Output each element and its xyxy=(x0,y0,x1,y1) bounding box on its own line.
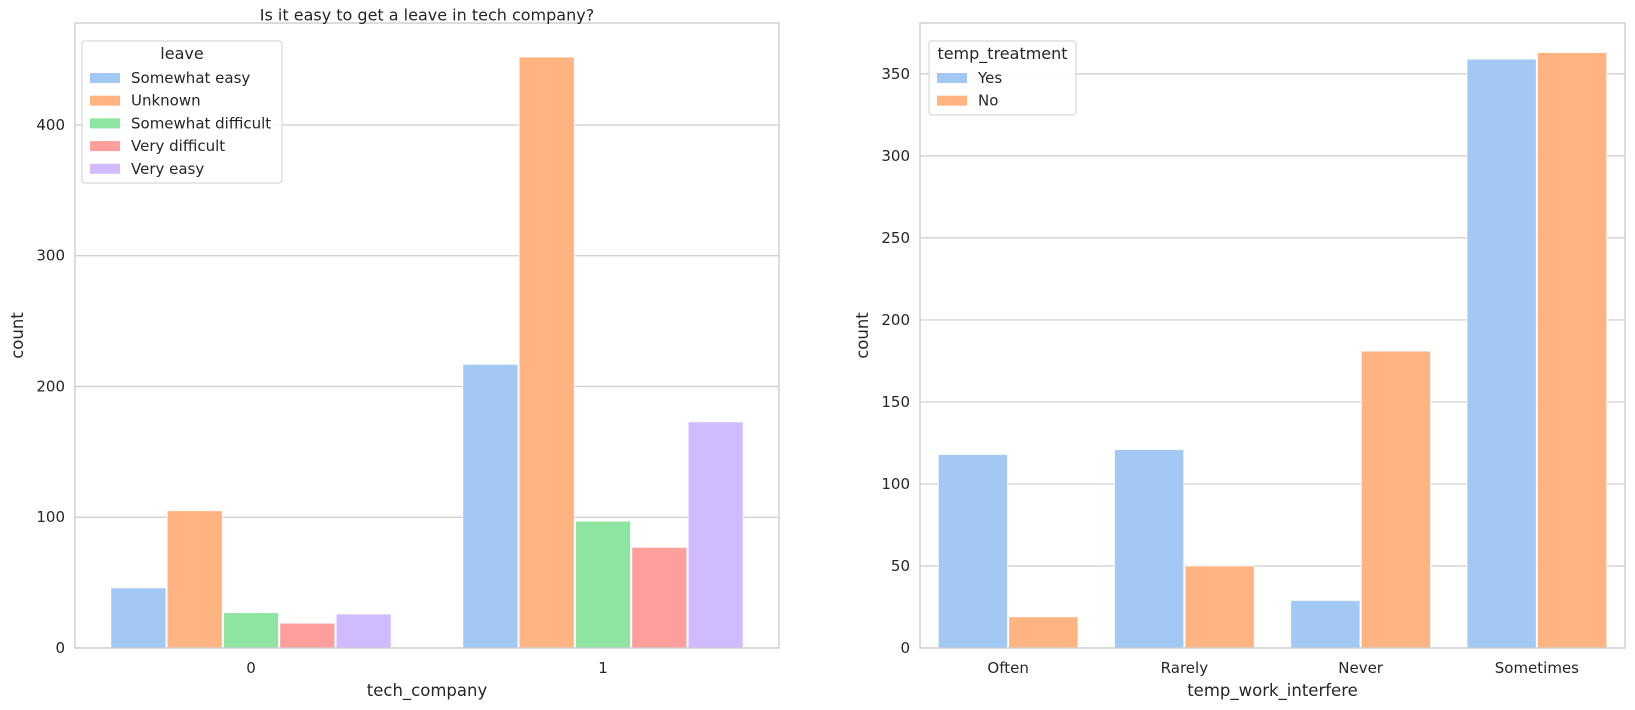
y-axis-label: count xyxy=(853,312,872,359)
legend-entry-label: Unknown xyxy=(131,92,201,110)
bar-yes-often xyxy=(937,454,1008,649)
x-tick-label: Rarely xyxy=(1161,659,1209,677)
legend: temp_treatment Yes No xyxy=(928,40,1077,116)
bar-somewhat-easy-0 xyxy=(110,587,167,649)
y-tick-label: 300 xyxy=(36,247,65,265)
legend-entry-label: Yes xyxy=(977,69,1002,87)
legend-box xyxy=(81,40,283,184)
bar-no-often xyxy=(1008,616,1079,649)
legend-swatch xyxy=(90,118,120,129)
legend-swatch xyxy=(90,73,120,83)
bar-very-easy-1 xyxy=(687,421,744,649)
y-tick-label: 200 xyxy=(36,377,65,395)
y-tick-label: 200 xyxy=(881,311,910,329)
bar-no-never xyxy=(1360,350,1431,649)
x-tick-label: 1 xyxy=(598,659,608,677)
y-tick-label: 350 xyxy=(881,65,910,83)
y-tick-label: 250 xyxy=(881,229,910,247)
bar-somewhat-difficult-1 xyxy=(575,520,631,649)
legend-entry-label: Very easy xyxy=(131,160,204,178)
bar-no-rarely xyxy=(1184,565,1255,649)
legend-swatch xyxy=(90,163,120,174)
legend-entry-label: Very difficult xyxy=(131,137,225,155)
y-tick-label: 100 xyxy=(36,508,65,526)
legend-entry-label: No xyxy=(978,92,998,110)
x-axis-label: tech_company xyxy=(367,681,488,701)
chart-tech-company-leave: 0 100 200 300 400 0 1 tech_company count Is it ea… xyxy=(8,6,780,701)
x-tick-label: Sometimes xyxy=(1495,659,1579,677)
legend-title: leave xyxy=(160,44,203,63)
chart-title: Is it easy to get a leave in tech compan… xyxy=(260,6,594,25)
x-axis-label: temp_work_interfere xyxy=(1187,681,1358,701)
y-tick-label: 50 xyxy=(891,557,910,575)
legend-entry-label: Somewhat difficult xyxy=(131,114,271,132)
bar-no-sometimes xyxy=(1537,52,1608,649)
axes-frame xyxy=(74,22,780,649)
bar-yes-sometimes xyxy=(1466,58,1537,649)
legend-swatch xyxy=(937,95,967,106)
y-tick-label: 150 xyxy=(881,393,910,411)
bar-yes-never xyxy=(1290,600,1361,649)
bar-unknown-0 xyxy=(166,510,223,649)
bar-very-difficult-0 xyxy=(279,622,336,649)
legend: leave Somewhat easy Unknown Somewhat diffic… xyxy=(81,40,283,184)
bar-very-difficult-1 xyxy=(631,546,688,649)
x-tick-label: 0 xyxy=(246,659,256,677)
legend-swatch xyxy=(90,95,120,106)
bar-yes-rarely xyxy=(1114,449,1185,649)
legend-swatch xyxy=(90,141,120,152)
axes-frame xyxy=(919,22,1626,649)
y-tick-label: 0 xyxy=(900,639,910,657)
y-tick-label: 400 xyxy=(36,116,65,134)
legend-swatch xyxy=(937,73,967,83)
y-tick-label: 100 xyxy=(881,475,910,493)
legend-entry-label: Somewhat easy xyxy=(131,69,250,87)
y-tick-label: 0 xyxy=(55,639,65,657)
y-axis-label: count xyxy=(8,312,27,359)
y-tick-label: 300 xyxy=(881,147,910,165)
bar-unknown-1 xyxy=(518,56,575,649)
x-tick-label: Never xyxy=(1338,659,1384,677)
bar-very-easy-0 xyxy=(335,613,392,649)
bar-somewhat-difficult-0 xyxy=(223,612,279,649)
bar-somewhat-easy-1 xyxy=(462,363,519,649)
legend-title: temp_treatment xyxy=(937,44,1067,64)
x-tick-label: Often xyxy=(987,659,1028,677)
chart-work-interfere-treatment: 0 50 100 150 200 250 300 350 Often Rarely Never Som… xyxy=(853,22,1626,701)
